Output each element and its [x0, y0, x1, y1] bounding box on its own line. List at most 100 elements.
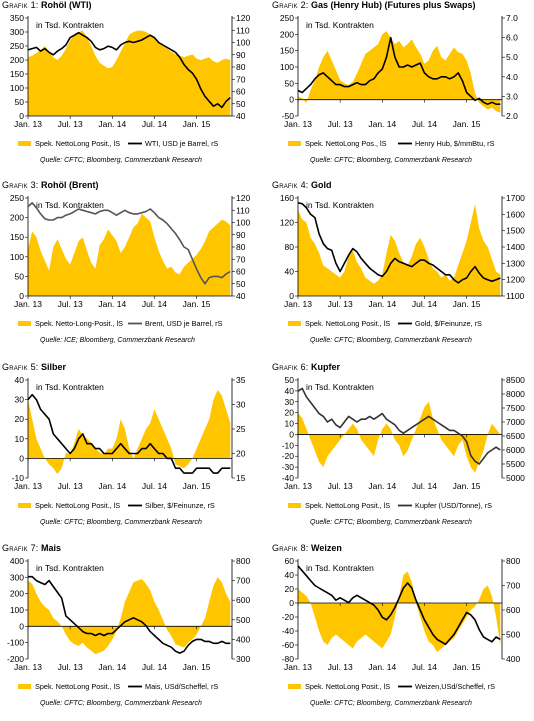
legend-swatch-area [288, 503, 301, 508]
y-left-tick-label: 0 [19, 111, 24, 121]
y-left-tick-label: -40 [282, 626, 295, 636]
y-right-tick-label: 90 [236, 230, 246, 240]
y-right-tick-label: 1100 [506, 291, 525, 301]
legend-label: Henry Hub, $/mmBtu, rS [415, 139, 495, 148]
chart-source: Quelle: CFTC; Bloomberg, Commerzbank Res… [310, 519, 472, 526]
series-area-0 [298, 401, 501, 473]
x-tick-label: Jan. 14 [98, 481, 126, 491]
legend-label: Brent, USD je Barrel, rS [145, 319, 223, 328]
series-area-0 [28, 389, 231, 475]
chart-source: Quelle: CFTC; Bloomberg, Commerzbank Res… [40, 157, 202, 164]
y-left-tick-label: 200 [280, 29, 294, 39]
y-left-tick-label: -30 [282, 462, 295, 472]
y-right-tick-label: 1200 [506, 275, 525, 285]
y-left-tick-label: 100 [10, 252, 24, 262]
legend-label: Silber, $/Feinunze, rS [145, 501, 215, 510]
y-right-tick-label: 4.0 [506, 72, 518, 82]
chart-svg: 0 50 100 150 200 250 40 50 60 70 80 90 100 110 120 Jan.… [10, 193, 251, 328]
chart-source: Quelle: CFTC; Bloomberg, Commerzbank Res… [40, 700, 202, 707]
series-line-1 [28, 575, 231, 654]
y-left-tick-label: 400 [10, 556, 24, 566]
y-left-tick-label: 150 [10, 232, 24, 242]
y-left-tick-label: 150 [10, 69, 24, 79]
y-right-tick-label: 35 [236, 375, 246, 385]
y-right-tick-label: 7.0 [506, 13, 518, 23]
y-left-tick-label: 250 [10, 193, 24, 203]
y-right-tick-label: 120 [236, 193, 250, 203]
x-tick-label: Jul. 13 [328, 119, 353, 129]
x-tick-label: Jul. 14 [142, 662, 167, 672]
y-left-tick-label: 0 [19, 621, 24, 631]
x-tick-label: Jan. 13 [14, 662, 42, 672]
chart-title: Grafik 1: Rohöl (WTI) [2, 0, 91, 10]
x-tick-label: Jul. 13 [328, 662, 353, 672]
x-tick-label: Jan. 14 [98, 299, 126, 309]
chart-panel-5: Grafik 5: Silber -10 0 10 20 30 40 15 20 25 30 35 Ja… [0, 362, 262, 540]
x-tick-label: Jul. 14 [412, 662, 437, 672]
y-right-tick-label: 120 [236, 13, 250, 23]
series-line-1 [297, 387, 501, 465]
chart-panel-6: Grafik 6: Kupfer -40 -30 -20 -10 0 10 20 30 40 50 5… [270, 362, 532, 540]
chart-svg: -200 -100 0 100 200 300 400 300 400 500 600 700 800 J… [7, 556, 250, 691]
y-right-tick-label: 7500 [506, 403, 525, 413]
x-tick-label: Jan. 15 [453, 481, 481, 491]
y-right-tick-label: 110 [236, 205, 250, 215]
chart-name: Rohöl (Brent) [38, 180, 99, 190]
y-right-tick-label: 8000 [506, 389, 525, 399]
y-left-tick-label: 200 [10, 589, 24, 599]
legend-label: Weizen,USd/Scheffel, rS [415, 682, 495, 691]
legend-swatch-area [18, 141, 31, 146]
y-left-tick-label: 300 [10, 27, 24, 37]
chart-source: Quelle: ICE; Bloomberg, Commerzbank Rese… [40, 337, 195, 344]
legend-label: Mais, USd/Scheffel, rS [145, 682, 218, 691]
x-tick-label: Jan. 14 [98, 119, 126, 129]
y-right-tick-label: 6000 [506, 445, 525, 455]
chart-panel-2: Grafik 2: Gas (Henry Hub) (Futures plus … [270, 0, 532, 178]
y-left-tick-label: 80 [285, 242, 295, 252]
y-right-tick-label: 40 [236, 111, 246, 121]
x-tick-label: Jan. 15 [183, 662, 211, 672]
y-right-tick-label: 3.0 [506, 91, 518, 101]
y-left-tick-label: -10 [282, 440, 295, 450]
series-line-1 [297, 36, 501, 105]
y-right-tick-label: 700 [236, 576, 250, 586]
x-tick-label: Jul. 13 [58, 299, 83, 309]
y-right-tick-label: 110 [236, 25, 250, 35]
x-tick-label: Jul. 13 [58, 662, 83, 672]
series-area-0 [28, 30, 231, 117]
y-left-tick-label: 40 [285, 570, 295, 580]
y-left-tick-label: -100 [7, 638, 24, 648]
y-left-tick-label: 0 [19, 453, 24, 463]
series-line-1 [27, 31, 231, 109]
y-left-tick-label: 10 [285, 419, 295, 429]
chart-number: Grafik 3: [2, 180, 39, 190]
y-right-tick-label: 100 [236, 218, 250, 228]
y-left-tick-label: 0 [19, 291, 24, 301]
y-right-tick-label: 90 [236, 50, 246, 60]
y-left-tick-label: 50 [285, 375, 295, 385]
y-left-tick-label: 40 [285, 386, 295, 396]
y-right-tick-label: 7000 [506, 417, 525, 427]
legend-swatch-area [288, 321, 301, 326]
chart-title: Grafik 3: Rohöl (Brent) [2, 180, 98, 190]
x-tick-label: Jan. 14 [98, 662, 126, 672]
chart-annotation: in Tsd. Kontrakten [306, 20, 374, 30]
chart-svg: 0 40 80 120 160 1100 1200 1300 1400 1500 1600 1700 J… [280, 193, 525, 328]
y-left-tick-label: 10 [15, 434, 25, 444]
y-right-tick-label: 500 [236, 615, 250, 625]
x-tick-label: Jan. 13 [284, 481, 312, 491]
x-tick-label: Jan. 13 [284, 119, 312, 129]
legend-label: Spek. NettoLong Pos., lS [305, 139, 387, 148]
chart-title: Grafik 7: Mais [2, 543, 61, 553]
x-tick-label: Jul. 13 [58, 481, 83, 491]
y-right-tick-label: 2.0 [506, 111, 518, 121]
x-tick-label: Jan. 15 [183, 299, 211, 309]
series-area-0 [298, 571, 501, 652]
chart-svg: -50 0 50 100 150 200 250 2.0 3.0 4.0 5.0 6.0 7.0 Jan.… [280, 13, 518, 148]
chart-name: Weizen [308, 543, 342, 553]
chart-panel-3: Grafik 3: Rohöl (Brent) 0 50 100 150 200 250 40… [0, 180, 262, 358]
y-left-tick-label: 200 [10, 55, 24, 65]
y-left-tick-label: 200 [10, 213, 24, 223]
y-right-tick-label: 1600 [506, 209, 525, 219]
